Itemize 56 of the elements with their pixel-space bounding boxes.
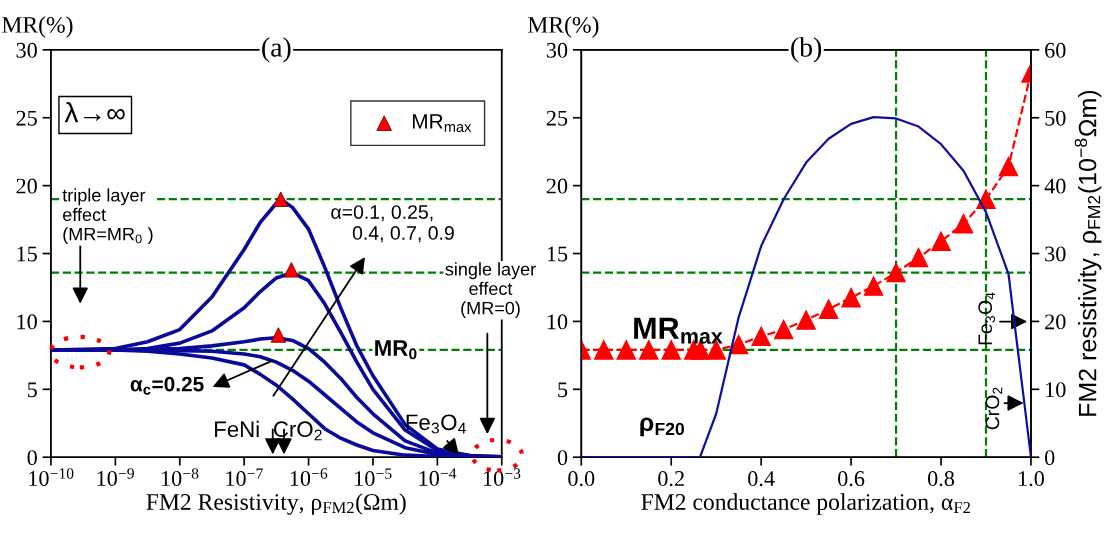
x-tick-label: 0.8: [927, 471, 955, 487]
x-tick-label: 10$^{−8}$: [161, 468, 199, 486]
y-tick-label: 30: [16, 42, 37, 58]
annotation: ρ$_{F20}$: [640, 417, 684, 437]
y-tick-label: 15: [17, 246, 37, 262]
y2-tick-label: 50: [1045, 110, 1066, 126]
y-tick-label: 20: [546, 178, 568, 194]
annotation: Fe$_{3}$O$_{4}$: [406, 414, 466, 434]
x-tick-label: 10$^{−10}$: [29, 468, 74, 486]
y-tick-label: 0: [557, 450, 568, 466]
x-tick-label: 10$^{−3}$: [483, 468, 521, 486]
annotation: triple layer effect (MR=MR$_{0}$ ): [62, 188, 153, 245]
chart-title: (b): [791, 37, 822, 63]
x-tick-label: 0.2: [658, 471, 684, 487]
y-tick-label: 5: [558, 382, 568, 398]
y-tick-label: 20: [16, 178, 37, 194]
x-axis-title: FM2 Resistivity, ρ$_{FM2}$(Ωm): [146, 493, 406, 515]
y-tick-label: 25: [16, 110, 37, 126]
y-axis-title: MR(%): [2, 16, 73, 38]
x-tick-label: 10$^{−6}$: [290, 468, 328, 486]
annotation: FeNi: [215, 420, 259, 438]
y-axis-title: MR(%): [528, 16, 599, 38]
y-tick-label: 25: [546, 110, 568, 126]
x-tick-label: 10$^{−4}$: [419, 468, 457, 486]
y-tick-label: 10: [17, 314, 37, 330]
x-tick-label: 0.0: [568, 471, 595, 487]
annotation: single layer effect (MR=0): [445, 262, 536, 319]
x-tick-label: 10$^{−7}$: [226, 468, 263, 487]
y2-tick-label: 20: [1045, 314, 1066, 330]
y-tick-label: 15: [547, 246, 568, 262]
y-tick-label: 5: [27, 382, 37, 398]
y2-tick-label: 30: [1045, 246, 1066, 262]
x-tick-label: 0.6: [838, 471, 865, 487]
y2-tick-label: 10: [1046, 382, 1066, 398]
y2-tick-label: 40: [1044, 178, 1066, 194]
x-tick-label: 10$^{−9}$: [97, 468, 134, 486]
annotation: CrO$_{2}$: [985, 387, 1003, 430]
legend-label: MR$_{max}$: [412, 114, 472, 132]
x-axis-title: FM2 conductance polarization, α$_{F2}$: [641, 493, 970, 515]
y-tick-label: 10: [547, 314, 568, 330]
annotation: α=0.1, 0.25, 0.4, 0.7, 0.9: [331, 205, 454, 243]
annotation: Fe$_{3}$O$_{4}$: [978, 292, 996, 345]
y2-tick-label: 60: [1045, 42, 1066, 58]
y2-axis-title: FM2 resistivity, ρ$_{FM2}$(10$^{−8}$Ωm): [1074, 90, 1102, 416]
x-tick-label: 1.0: [1019, 471, 1044, 487]
annotation: α$_{c}$=0.25: [130, 376, 204, 395]
y-tick-label: 30: [546, 42, 568, 58]
y-tick-label: 0: [27, 450, 37, 466]
ref-line-label: MR$_{0}$: [375, 340, 417, 360]
chart-title: (a): [262, 37, 291, 63]
x-tick-label: 10$^{−5}$: [355, 468, 392, 487]
annotation: MR$_{max}$: [634, 317, 723, 344]
annotation: CrO$_{2}$: [274, 421, 322, 441]
annotation: λ→∞: [64, 102, 125, 123]
y2-tick-label: 0: [1045, 450, 1055, 466]
x-tick-label: 0.4: [748, 471, 775, 487]
